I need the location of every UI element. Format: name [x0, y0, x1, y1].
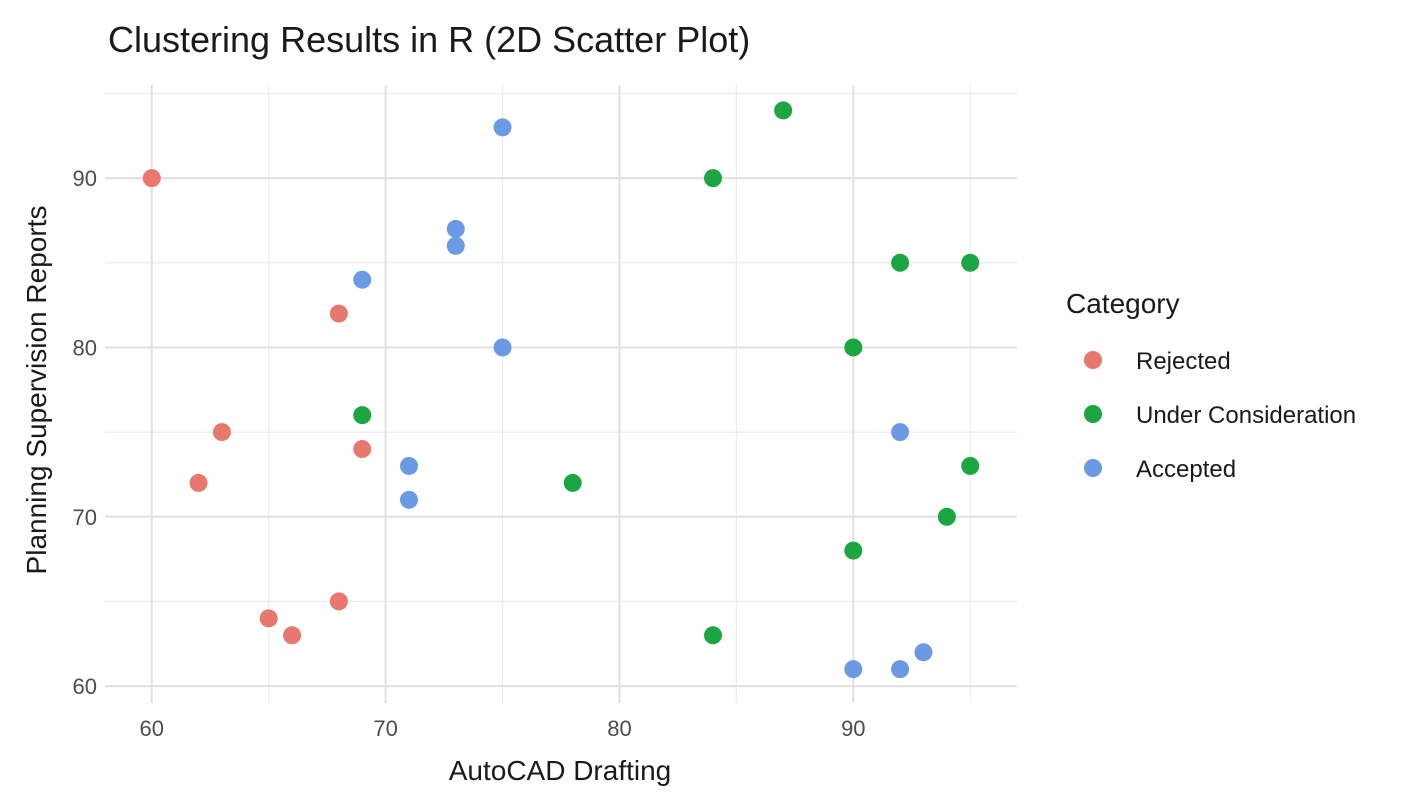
chart-title: Clustering Results in R (2D Scatter Plot…: [108, 19, 750, 60]
point-rejected: [259, 609, 278, 628]
point-rejected: [353, 440, 372, 459]
tick-labels: 60 70 80 90 60 70 80 90: [73, 166, 866, 741]
point-under-consideration: [961, 456, 980, 475]
point-under-consideration: [774, 101, 793, 120]
point-under-consideration: [704, 626, 722, 645]
legend: Category Rejected Under Consideration Acce…: [1066, 288, 1356, 483]
legend-key-under-consideration: [1084, 405, 1102, 423]
point-rejected: [329, 304, 348, 323]
x-tick-label: 90: [841, 716, 865, 741]
point-under-consideration: [563, 473, 582, 492]
point-accepted: [353, 270, 372, 289]
legend-key-rejected: [1084, 351, 1102, 369]
legend-title: Category: [1066, 288, 1180, 319]
point-accepted: [891, 423, 910, 442]
y-tick-label: 80: [73, 335, 97, 360]
y-axis-label: Planning Supervision Reports: [21, 206, 52, 575]
point-accepted: [493, 118, 512, 137]
point-accepted: [844, 660, 863, 679]
point-under-consideration: [353, 406, 372, 425]
point-rejected: [142, 169, 161, 188]
x-tick-label: 70: [373, 716, 397, 741]
legend-label-accepted: Accepted: [1136, 456, 1236, 483]
x-tick-label: 80: [607, 716, 631, 741]
y-tick-label: 70: [73, 505, 97, 530]
point-rejected: [212, 423, 231, 442]
x-axis-label: AutoCAD Drafting: [449, 755, 672, 786]
point-under-consideration: [891, 253, 910, 272]
point-accepted: [400, 456, 418, 475]
point-accepted: [446, 219, 465, 238]
grid: [105, 85, 1017, 703]
point-under-consideration: [961, 253, 980, 272]
y-tick-label: 90: [73, 166, 97, 191]
point-accepted: [493, 338, 512, 357]
point-under-consideration: [937, 507, 956, 526]
legend-label-rejected: Rejected: [1136, 348, 1231, 375]
legend-label-under-consideration: Under Consideration: [1136, 402, 1356, 429]
point-accepted: [446, 236, 465, 255]
point-rejected: [283, 626, 302, 645]
point-rejected: [189, 473, 208, 492]
y-tick-label: 60: [73, 674, 97, 699]
legend-key-accepted: [1084, 459, 1102, 477]
point-accepted: [400, 490, 418, 509]
point-rejected: [329, 592, 348, 611]
point-accepted: [891, 660, 910, 679]
point-under-consideration: [844, 338, 863, 357]
point-under-consideration: [844, 541, 863, 560]
point-accepted: [914, 643, 933, 662]
data-points: [142, 101, 980, 679]
x-tick-label: 60: [140, 716, 164, 741]
point-under-consideration: [704, 169, 722, 188]
